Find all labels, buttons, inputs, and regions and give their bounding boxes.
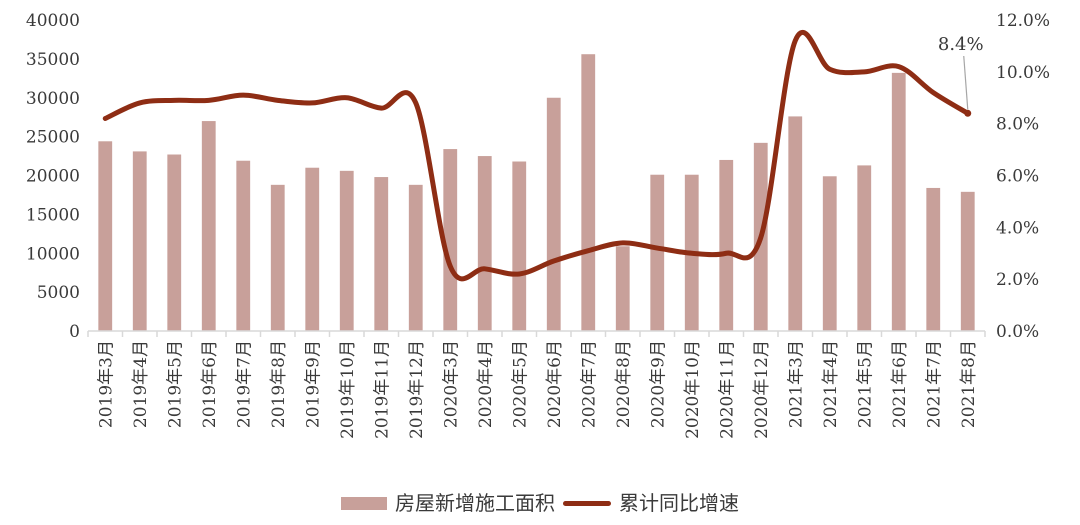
bar <box>788 116 803 331</box>
bar <box>546 97 561 331</box>
bar <box>891 72 906 332</box>
x-axis-label: 2019年5月 <box>165 340 185 428</box>
legend-label-line-series: 累计同比增速 <box>619 491 739 515</box>
bar <box>857 165 872 331</box>
y-axis-left-tick-label: 15000 <box>26 205 80 225</box>
y-axis-left-tick-label: 30000 <box>26 89 80 109</box>
bar <box>236 160 251 331</box>
bar <box>719 159 734 331</box>
x-axis-label: 2020年8月 <box>614 340 634 428</box>
line-end-marker <box>964 109 972 117</box>
bar <box>581 54 596 332</box>
x-axis-label: 2019年4月 <box>131 340 151 428</box>
x-axis-label: 2020年3月 <box>441 340 461 428</box>
bar <box>650 174 665 331</box>
bar <box>167 154 182 331</box>
x-axis-label: 2021年3月 <box>786 340 806 428</box>
y-axis-left-tick-label: 5000 <box>37 283 80 303</box>
y-axis-right-tick-label: 12.0% <box>996 11 1050 31</box>
x-axis-label: 2021年4月 <box>821 340 841 428</box>
x-axis-label: 2020年11月 <box>717 340 737 439</box>
x-axis-label: 2021年5月 <box>855 340 875 428</box>
y-axis-left-tick-label: 35000 <box>26 50 80 70</box>
bar <box>477 156 492 331</box>
trend-line <box>102 29 971 282</box>
x-axis-label: 2019年9月 <box>303 340 323 428</box>
x-axis-label: 2019年6月 <box>200 340 220 428</box>
bar <box>201 121 216 331</box>
y-axis-right-tick-label: 4.0% <box>996 218 1039 238</box>
x-axis-label: 2020年9月 <box>648 340 668 428</box>
bar <box>512 161 527 331</box>
y-axis-left-tick-label: 25000 <box>26 128 80 148</box>
bar <box>822 176 837 331</box>
x-axis-label: 2019年11月 <box>372 340 392 439</box>
y-axis-left-tick-label: 40000 <box>26 11 80 31</box>
y-axis-right-tick-label: 0.0% <box>996 322 1039 342</box>
annotation-label: 8.4% <box>938 34 984 55</box>
bar <box>408 184 423 331</box>
x-axis-label: 2021年8月 <box>959 340 979 428</box>
x-axis-label: 2019年3月 <box>96 340 116 428</box>
bar <box>926 187 941 331</box>
y-axis-left-tick-label: 0 <box>69 322 80 342</box>
x-axis-label: 2020年6月 <box>545 340 565 428</box>
x-axis-label: 2019年8月 <box>269 340 289 428</box>
x-axis-label: 2019年7月 <box>234 340 254 428</box>
bar <box>960 191 975 331</box>
x-axis-label: 2020年10月 <box>683 340 703 439</box>
x-axis-label: 2020年7月 <box>579 340 599 428</box>
legend-label-bar-series: 房屋新增施工面积 <box>395 491 555 515</box>
y-axis-right-tick-label: 6.0% <box>996 167 1039 187</box>
legend-bar-swatch <box>341 496 387 510</box>
y-axis-left-tick-label: 20000 <box>26 167 80 187</box>
x-axis-label: 2020年4月 <box>476 340 496 428</box>
y-axis-right-tick-label: 8.0% <box>996 115 1039 135</box>
x-axis-label: 2021年7月 <box>924 340 944 428</box>
bar <box>374 177 389 331</box>
annotation-leader-line <box>963 55 969 110</box>
bar <box>443 149 458 331</box>
x-axis-label: 2020年12月 <box>752 340 772 439</box>
legend: 房屋新增施工面积 累计同比增速 <box>0 493 1080 513</box>
x-axis-label: 2020年5月 <box>510 340 530 428</box>
y-axis-left-tick-label: 10000 <box>26 244 80 264</box>
legend-line-swatch <box>563 500 611 506</box>
y-axis-right-tick-label: 2.0% <box>996 270 1039 290</box>
x-axis-label: 2019年12月 <box>407 340 427 439</box>
x-axis-label: 2019年10月 <box>338 340 358 439</box>
x-axis-label: 2021年6月 <box>890 340 910 428</box>
bar <box>305 167 320 331</box>
bar <box>339 170 354 331</box>
bar <box>98 141 113 331</box>
bar <box>132 151 147 331</box>
bar <box>270 184 285 331</box>
y-axis-right-tick-label: 10.0% <box>996 63 1050 83</box>
bar <box>615 246 630 331</box>
